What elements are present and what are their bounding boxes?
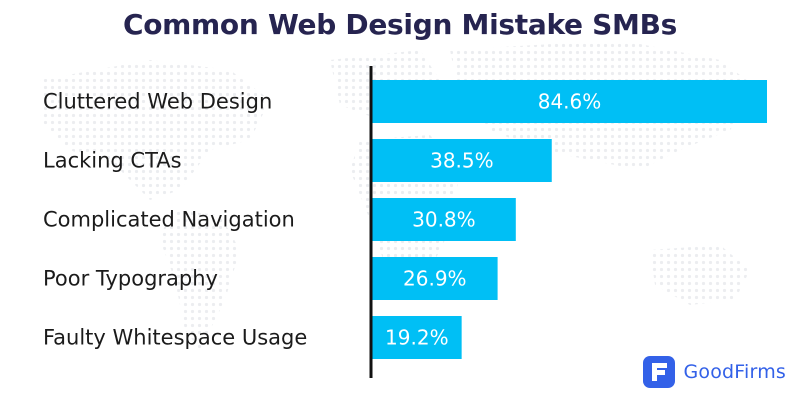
category-label: Complicated Navigation xyxy=(43,208,295,232)
chart-title: Common Web Design Mistake SMBs xyxy=(123,8,677,41)
value-label: 84.6% xyxy=(538,90,602,114)
category-label: Lacking CTAs xyxy=(43,149,182,173)
bar-4 xyxy=(372,316,462,359)
value-label: 30.8% xyxy=(412,208,476,232)
goodfirms-logo: GoodFirms xyxy=(643,356,786,388)
goodfirms-logo-text: GoodFirms xyxy=(683,361,786,383)
category-label: Cluttered Web Design xyxy=(43,90,272,114)
category-label: Faulty Whitespace Usage xyxy=(43,326,307,350)
bar-2 xyxy=(372,198,516,241)
bar-3 xyxy=(372,257,498,300)
category-label: Poor Typography xyxy=(43,267,218,291)
goodfirms-logo-icon xyxy=(643,356,676,388)
bar-1 xyxy=(372,139,552,182)
value-label: 38.5% xyxy=(430,149,494,173)
value-label: 19.2% xyxy=(385,326,449,350)
value-label: 26.9% xyxy=(403,267,467,291)
bar-0 xyxy=(372,80,767,123)
